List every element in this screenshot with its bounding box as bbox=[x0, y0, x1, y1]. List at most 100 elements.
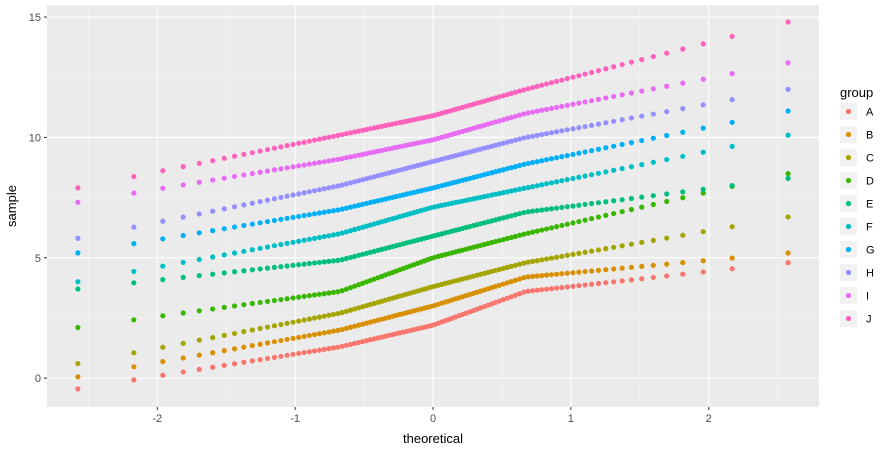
point-C bbox=[271, 323, 278, 329]
point-H bbox=[628, 115, 635, 121]
point-D bbox=[564, 221, 570, 227]
series-J bbox=[75, 19, 791, 191]
point-C bbox=[160, 344, 166, 350]
point-E bbox=[257, 266, 263, 272]
point-I bbox=[339, 156, 345, 162]
point-A bbox=[628, 277, 635, 283]
point-A bbox=[339, 343, 345, 349]
point-A bbox=[249, 358, 255, 364]
point-J bbox=[500, 93, 506, 99]
point-F bbox=[290, 239, 296, 245]
point-I bbox=[131, 190, 137, 196]
point-J bbox=[516, 88, 523, 94]
point-I bbox=[210, 177, 216, 183]
point-F bbox=[496, 190, 503, 197]
point-E bbox=[785, 175, 791, 181]
point-C bbox=[534, 258, 540, 264]
point-H bbox=[548, 130, 555, 136]
point-E bbox=[530, 208, 536, 214]
point-G bbox=[525, 160, 531, 167]
point-I bbox=[582, 99, 588, 105]
point-G bbox=[534, 159, 540, 165]
point-B bbox=[271, 339, 278, 345]
point-D bbox=[525, 230, 531, 236]
point-E bbox=[284, 263, 290, 269]
point-H bbox=[326, 185, 332, 191]
point-C bbox=[603, 246, 609, 252]
point-G bbox=[570, 151, 576, 157]
point-D bbox=[131, 317, 137, 323]
point-I bbox=[221, 175, 227, 181]
point-I bbox=[360, 151, 366, 157]
point-F bbox=[210, 254, 216, 260]
point-J bbox=[700, 41, 706, 47]
point-E bbox=[664, 191, 670, 197]
point-F bbox=[508, 188, 514, 194]
point-J bbox=[496, 94, 503, 100]
point-D bbox=[330, 289, 336, 295]
point-J bbox=[326, 134, 332, 140]
point-F bbox=[595, 170, 602, 176]
point-E bbox=[75, 286, 81, 292]
point-D bbox=[539, 227, 545, 233]
point-H bbox=[576, 125, 582, 131]
point-C bbox=[356, 305, 362, 311]
point-C bbox=[680, 232, 686, 238]
legend-key-F bbox=[845, 223, 852, 230]
point-F bbox=[543, 181, 550, 187]
point-E bbox=[639, 194, 645, 200]
point-E bbox=[316, 259, 323, 266]
point-H bbox=[534, 132, 540, 138]
point-C bbox=[249, 327, 255, 333]
point-E bbox=[582, 201, 588, 208]
point-I bbox=[496, 118, 503, 124]
point-D bbox=[264, 298, 271, 305]
point-E bbox=[619, 197, 625, 203]
point-B bbox=[231, 346, 238, 352]
point-G bbox=[356, 202, 362, 208]
point-C bbox=[570, 251, 576, 257]
point-E bbox=[729, 182, 735, 189]
point-G bbox=[301, 212, 307, 219]
point-A bbox=[729, 266, 735, 272]
point-F bbox=[603, 169, 609, 175]
point-I bbox=[311, 160, 318, 166]
point-B bbox=[543, 272, 550, 278]
point-H bbox=[559, 128, 565, 134]
point-E bbox=[504, 214, 510, 220]
point-A bbox=[564, 284, 570, 290]
point-G bbox=[496, 168, 503, 174]
point-H bbox=[343, 181, 350, 187]
point-B bbox=[516, 276, 523, 282]
point-A bbox=[352, 340, 358, 347]
point-G bbox=[500, 167, 506, 173]
point-E bbox=[326, 258, 332, 264]
point-B bbox=[588, 268, 595, 274]
point-I bbox=[785, 60, 791, 66]
point-F bbox=[570, 175, 576, 182]
point-F bbox=[512, 187, 519, 193]
point-F bbox=[356, 225, 362, 231]
point-E bbox=[588, 201, 595, 207]
point-J bbox=[525, 86, 531, 92]
point-J bbox=[264, 147, 271, 153]
point-C bbox=[700, 229, 706, 235]
point-G bbox=[611, 143, 617, 149]
point-B bbox=[343, 325, 350, 331]
point-J bbox=[352, 129, 358, 135]
point-J bbox=[339, 131, 345, 138]
point-G bbox=[290, 214, 296, 220]
point-F bbox=[492, 191, 499, 197]
point-G bbox=[548, 156, 555, 162]
point-F bbox=[160, 263, 166, 269]
point-J bbox=[595, 68, 602, 74]
point-D bbox=[534, 228, 540, 234]
point-F bbox=[548, 180, 555, 186]
point-F bbox=[321, 233, 327, 240]
point-F bbox=[306, 236, 313, 242]
point-G bbox=[582, 149, 588, 155]
point-I bbox=[543, 106, 550, 112]
point-B bbox=[249, 343, 255, 349]
point-D bbox=[576, 218, 582, 225]
